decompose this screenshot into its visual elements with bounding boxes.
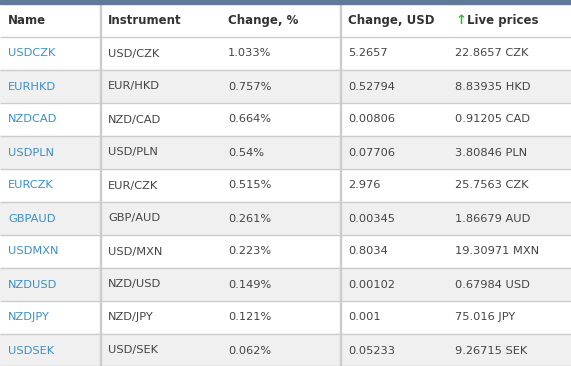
Text: 1.033%: 1.033% [228, 49, 271, 59]
Text: 2.976: 2.976 [348, 180, 380, 190]
Bar [0, 169, 571, 202]
Bar [0, 135, 571, 136]
Text: Instrument: Instrument [108, 14, 182, 27]
Text: 0.00102: 0.00102 [348, 280, 395, 290]
Text: 22.8657 CZK: 22.8657 CZK [455, 49, 528, 59]
Text: USD/CZK: USD/CZK [108, 49, 159, 59]
Bar [0, 102, 571, 103]
Text: 0.261%: 0.261% [228, 213, 271, 224]
Bar [0, 334, 571, 366]
Text: USDCZK: USDCZK [8, 49, 55, 59]
Bar [0, 136, 571, 169]
Text: 0.05233: 0.05233 [348, 346, 395, 355]
Bar [0, 168, 571, 169]
Bar [0, 37, 571, 70]
Text: 1.86679 AUD: 1.86679 AUD [455, 213, 530, 224]
Text: Live prices: Live prices [467, 14, 538, 27]
Text: GBP/AUD: GBP/AUD [108, 213, 160, 224]
Bar [0, 70, 571, 103]
Text: 0.062%: 0.062% [228, 346, 271, 355]
Text: NZDUSD: NZDUSD [8, 280, 57, 290]
Text: NZDCAD: NZDCAD [8, 115, 57, 124]
Text: USDSEK: USDSEK [8, 346, 54, 355]
Text: 8.83935 HKD: 8.83935 HKD [455, 82, 530, 92]
Text: 0.001: 0.001 [348, 313, 381, 322]
Text: EUR/CZK: EUR/CZK [108, 180, 158, 190]
Text: NZD/USD: NZD/USD [108, 280, 161, 290]
Text: 0.664%: 0.664% [228, 115, 271, 124]
Text: 75.016 JPY: 75.016 JPY [455, 313, 515, 322]
Text: Change, USD: Change, USD [348, 14, 435, 27]
Text: 0.00345: 0.00345 [348, 213, 395, 224]
Bar [0, 301, 571, 334]
Text: USD/MXN: USD/MXN [108, 246, 162, 257]
Text: 0.07706: 0.07706 [348, 147, 395, 157]
Bar [0, 300, 571, 301]
Text: GBPAUD: GBPAUD [8, 213, 55, 224]
Text: USDPLN: USDPLN [8, 147, 54, 157]
Text: EUR/HKD: EUR/HKD [108, 82, 160, 92]
Text: 0.515%: 0.515% [228, 180, 271, 190]
Bar [0, 235, 571, 268]
Text: 0.121%: 0.121% [228, 313, 271, 322]
Text: 0.91205 CAD: 0.91205 CAD [455, 115, 530, 124]
Bar [340, 4, 341, 366]
Text: 3.80846 PLN: 3.80846 PLN [455, 147, 527, 157]
Bar [0, 202, 571, 235]
Text: 0.67984 USD: 0.67984 USD [455, 280, 530, 290]
Text: 0.223%: 0.223% [228, 246, 271, 257]
Text: 19.30971 MXN: 19.30971 MXN [455, 246, 539, 257]
Text: NZD/JPY: NZD/JPY [108, 313, 154, 322]
Text: USD/PLN: USD/PLN [108, 147, 158, 157]
Text: 0.149%: 0.149% [228, 280, 271, 290]
Text: 0.00806: 0.00806 [348, 115, 395, 124]
Text: USD/SEK: USD/SEK [108, 346, 158, 355]
Text: EURCZK: EURCZK [8, 180, 54, 190]
Text: 25.7563 CZK: 25.7563 CZK [455, 180, 529, 190]
Bar [0, 4, 571, 37]
Text: 0.757%: 0.757% [228, 82, 271, 92]
Text: ↑: ↑ [455, 14, 466, 27]
Text: 0.8034: 0.8034 [348, 246, 388, 257]
Text: 9.26715 SEK: 9.26715 SEK [455, 346, 527, 355]
Text: 0.52794: 0.52794 [348, 82, 395, 92]
Text: Change, %: Change, % [228, 14, 299, 27]
Bar [0, 103, 571, 136]
Text: EURHKD: EURHKD [8, 82, 56, 92]
Text: NZD/CAD: NZD/CAD [108, 115, 161, 124]
Bar [0, 268, 571, 301]
Text: USDMXN: USDMXN [8, 246, 58, 257]
Bar [0, 333, 571, 334]
Text: Name: Name [8, 14, 46, 27]
Bar [0, 0, 571, 4]
Text: 0.54%: 0.54% [228, 147, 264, 157]
Text: 5.2657: 5.2657 [348, 49, 388, 59]
Text: NZDJPY: NZDJPY [8, 313, 50, 322]
